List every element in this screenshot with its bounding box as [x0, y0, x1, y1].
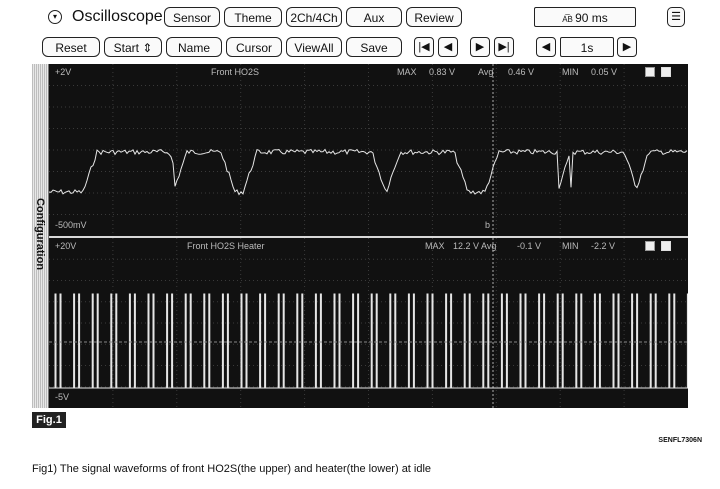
ch2-bottom-scale: -5V: [55, 392, 70, 402]
ch1-cursor-label: b: [485, 220, 491, 230]
ch1-check-a[interactable]: [645, 67, 655, 77]
first-icon[interactable]: |◀: [414, 37, 434, 57]
ch2-top-scale: +20V: [55, 241, 77, 251]
ch1-min-label: MIN: [562, 67, 579, 77]
name-button[interactable]: Name: [166, 37, 222, 57]
ch2-name: Front HO2S Heater: [187, 241, 265, 251]
ch1-name: Front HO2S: [211, 67, 260, 77]
ch2-min-value: -2.2 V: [591, 241, 616, 251]
ch1-bottom-scale: -500mV: [55, 220, 87, 230]
start-label: Start: [113, 41, 139, 55]
ch1-top-scale: +2V: [55, 67, 72, 77]
sample-rate-box[interactable]: A͡B 90 ms: [534, 7, 636, 27]
channels-button[interactable]: 2Ch/4Ch: [286, 7, 342, 27]
updown-icon: ⇕: [142, 41, 153, 55]
time-div-value[interactable]: 1s: [560, 37, 614, 57]
channel-1-plot: [49, 64, 688, 236]
reset-button[interactable]: Reset: [42, 37, 100, 57]
next-icon[interactable]: ▶: [470, 37, 490, 57]
channel-divider: [49, 236, 688, 238]
ch1-max-label: MAX: [397, 67, 417, 77]
ch2-min-label: MIN: [562, 241, 579, 251]
time-increase-icon[interactable]: ▶: [617, 37, 637, 57]
app-title: Oscilloscope: [72, 8, 163, 25]
ch1-waveform: [49, 148, 688, 196]
ch2-waveform: [49, 293, 688, 389]
channel-1-panel[interactable]: +2V Front HO2S MAX 0.83 V Avg 0.46 V MIN…: [49, 64, 688, 236]
save-button[interactable]: Save: [346, 37, 402, 57]
figure-tag: Fig.1: [32, 412, 66, 428]
ch2-check-b[interactable]: [661, 241, 671, 251]
time-decrease-icon[interactable]: ◀: [536, 37, 556, 57]
ch1-avg-label: Avg: [478, 67, 494, 77]
ch1-avg-value: 0.46 V: [508, 67, 535, 77]
options-icon[interactable]: ☰: [667, 7, 685, 27]
ch2-avg-label: Avg: [481, 241, 497, 251]
aux-button[interactable]: Aux: [346, 7, 402, 27]
top-toolbar: ▾ Oscilloscope Sensor Theme 2Ch/4Ch Aux …: [0, 7, 720, 31]
ch1-min-value: 0.05 V: [591, 67, 618, 77]
start-button[interactable]: Start ⇕: [104, 37, 162, 57]
theme-button[interactable]: Theme: [224, 7, 282, 27]
channel-2-panel[interactable]: +20V Front HO2S Heater MAX 12.2 V Avg -0…: [49, 238, 688, 408]
figure-code: SENFL7306N: [658, 437, 702, 444]
control-toolbar: Reset Start ⇕ Name Cursor ViewAll Save |…: [0, 37, 720, 61]
ch2-max-label: MAX: [425, 241, 445, 251]
channel-2-plot: [49, 238, 688, 408]
last-icon[interactable]: ▶|: [494, 37, 514, 57]
ch2-avg-value: -0.1 V: [517, 241, 542, 251]
ch2-max-value: 12.2 V: [453, 241, 480, 251]
configuration-label: Configuration: [34, 197, 46, 271]
ab-arrows-icon: A͡B: [562, 15, 576, 24]
configuration-tab[interactable]: Configuration: [32, 64, 49, 408]
dropdown-icon[interactable]: ▾: [48, 10, 62, 24]
viewall-button[interactable]: ViewAll: [286, 37, 342, 57]
prev-icon[interactable]: ◀: [438, 37, 458, 57]
cursor-button[interactable]: Cursor: [226, 37, 282, 57]
sample-rate-value: 90 ms: [575, 11, 608, 25]
ch1-max-value: 0.83 V: [429, 67, 456, 77]
review-button[interactable]: Review: [406, 7, 462, 27]
ch2-check-a[interactable]: [645, 241, 655, 251]
ch1-check-b[interactable]: [661, 67, 671, 77]
figure-caption: Fig1) The signal waveforms of front HO2S…: [32, 463, 432, 475]
sensor-button[interactable]: Sensor: [164, 7, 220, 27]
